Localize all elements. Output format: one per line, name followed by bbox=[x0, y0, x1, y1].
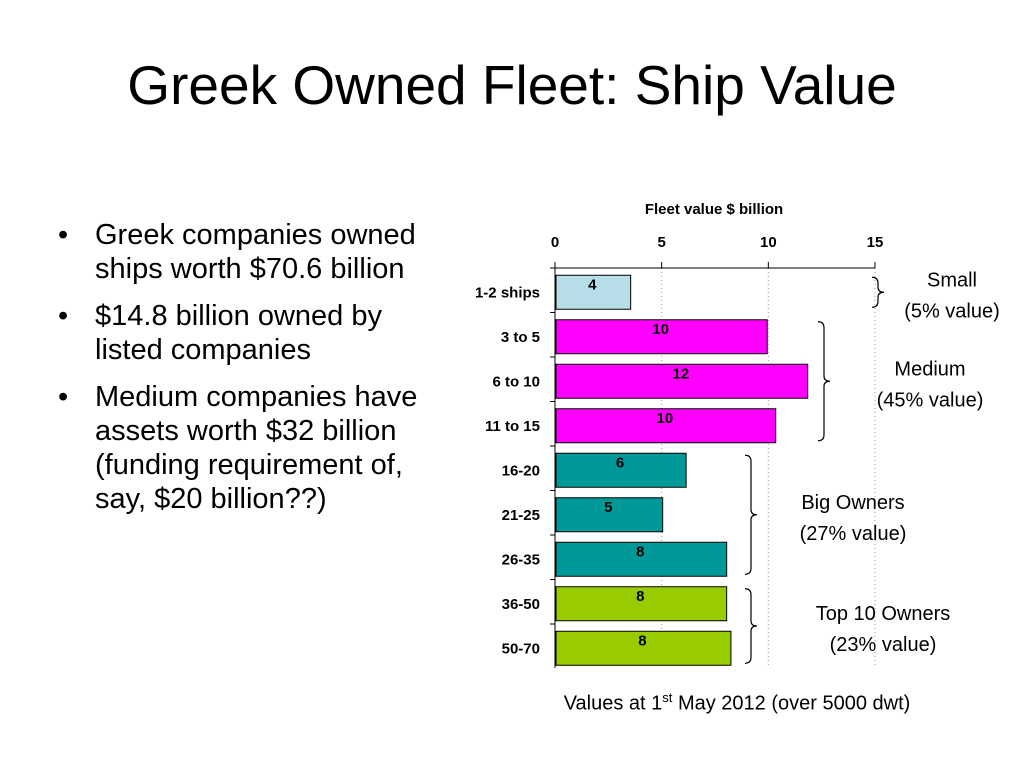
category-label: 36-50 bbox=[502, 596, 540, 613]
category-label: 3 to 5 bbox=[501, 329, 540, 346]
group-brace bbox=[817, 321, 831, 442]
bullet-item: Greek companies owned ships worth $70.6 … bbox=[58, 218, 443, 286]
bar bbox=[555, 630, 732, 666]
footnote-suffix: May 2012 (over 5000 dwt) bbox=[672, 692, 911, 715]
category-label: 11 to 15 bbox=[485, 418, 540, 435]
x-tick-label: 10 bbox=[760, 234, 777, 251]
data-label: 12 bbox=[673, 365, 690, 382]
bullet-item: $14.8 billion owned by listed companies bbox=[58, 299, 443, 367]
data-label: 8 bbox=[636, 543, 644, 560]
group-label-name: Small bbox=[927, 269, 977, 291]
group-label-name: Big Owners bbox=[801, 492, 904, 514]
bar bbox=[555, 452, 687, 488]
category-label: 26-35 bbox=[502, 551, 540, 568]
category-label: 6 to 10 bbox=[492, 373, 540, 390]
bar bbox=[555, 274, 632, 310]
bullet-item: Medium companies have assets worth $32 b… bbox=[58, 380, 443, 516]
group-brace bbox=[744, 588, 758, 664]
bar-series: 1-2 ships 4 3 to 5 10 6 to 10 12 11 to 15 10 16-… bbox=[475, 267, 809, 666]
group-label-share: (27% value) bbox=[800, 523, 907, 545]
data-label: 8 bbox=[638, 632, 646, 649]
x-tick-label: 0 bbox=[551, 234, 559, 251]
group-annotations: Small (5% value) Medium (45% value) Big Owne… bbox=[744, 269, 1000, 664]
data-label: 4 bbox=[588, 276, 597, 293]
category-label: 21-25 bbox=[502, 507, 540, 524]
bar bbox=[555, 541, 728, 577]
data-label: 10 bbox=[657, 410, 674, 427]
bar bbox=[555, 586, 728, 622]
footnote: Values at 1st May 2012 (over 5000 dwt) bbox=[0, 686, 1024, 716]
x-tick-label: 5 bbox=[657, 234, 665, 251]
category-label: 16-20 bbox=[502, 462, 540, 479]
group-label-share: (5% value) bbox=[904, 300, 1000, 322]
footnote-prefix: Values at 1 bbox=[563, 692, 663, 715]
group-label-share: (45% value) bbox=[877, 389, 984, 411]
bar bbox=[555, 319, 768, 355]
bar bbox=[555, 363, 809, 399]
category-label: 50-70 bbox=[502, 640, 540, 657]
group-label-share: (23% value) bbox=[830, 634, 937, 656]
x-tick-label: 15 bbox=[867, 234, 884, 251]
group-label-name: Top 10 Owners bbox=[816, 603, 951, 625]
bullet-list: Greek companies owned ships worth $70.6 … bbox=[58, 218, 443, 529]
footnote-sup: st bbox=[662, 690, 673, 705]
data-label: 8 bbox=[636, 588, 644, 605]
group-brace bbox=[871, 276, 885, 308]
category-label: 1-2 ships bbox=[475, 284, 540, 301]
group-label-name: Medium bbox=[894, 358, 965, 380]
chart-title: Fleet value $ billion bbox=[645, 201, 783, 218]
group-brace bbox=[744, 454, 758, 575]
data-label: 6 bbox=[616, 454, 624, 471]
bar bbox=[555, 408, 777, 444]
slide-title: Greek Owned Fleet: Ship Value bbox=[127, 54, 897, 116]
data-label: 10 bbox=[652, 321, 669, 338]
bar bbox=[555, 497, 664, 533]
data-label: 5 bbox=[604, 499, 612, 516]
